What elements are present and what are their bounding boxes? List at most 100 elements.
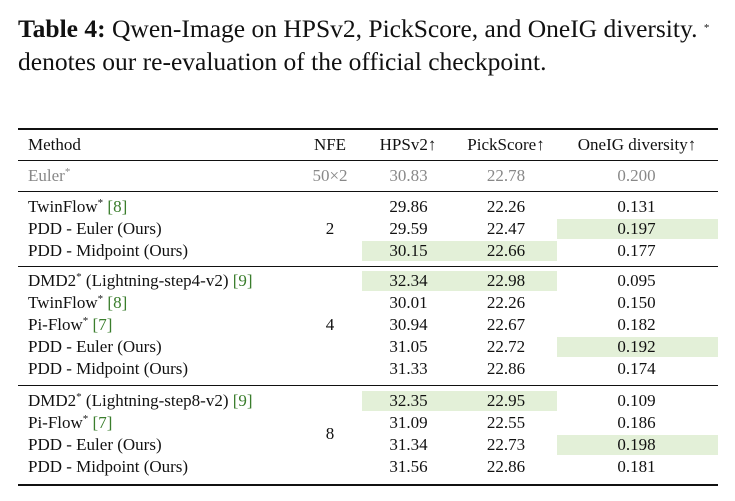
method-cell: DMD2* (Lightning-step8-v2) [9]	[28, 391, 253, 411]
method-suffix: (Lightning-step8-v2)	[85, 391, 229, 410]
highlight	[362, 391, 455, 411]
method-name: DMD2	[28, 391, 77, 410]
method-name: PDD - Euler (Ours)	[28, 219, 162, 238]
rule	[18, 160, 718, 161]
star: *	[97, 293, 104, 305]
hpsv2-cell: 31.56	[389, 457, 428, 476]
pickscore-cell: 22.98	[486, 271, 526, 290]
caption-label: Table 4:	[18, 14, 106, 43]
method-suffix: (Lightning-step4-v2)	[85, 271, 229, 290]
pickscore-cell: 22.67	[486, 315, 526, 334]
highlight	[362, 271, 455, 291]
column-header: NFE	[313, 135, 347, 154]
method-cell: Euler*	[28, 166, 70, 186]
method-cell: Pi-Flow* [7]	[28, 315, 112, 335]
method-name: PDD - Euler (Ours)	[28, 337, 162, 356]
highlight	[455, 241, 557, 261]
diversity-cell: 0.131	[617, 197, 656, 216]
citation: [8]	[107, 293, 128, 312]
diversity-cell: 0.198	[617, 435, 656, 454]
hpsv2-cell: 31.05	[389, 337, 428, 356]
method-name: PDD - Midpoint (Ours)	[28, 457, 189, 476]
diversity-cell: 0.182	[617, 315, 656, 334]
hpsv2-cell: 29.59	[389, 219, 428, 238]
method-name: PDD - Midpoint (Ours)	[28, 359, 189, 378]
diversity-cell: 0.095	[617, 271, 656, 290]
method-cell: TwinFlow* [8]	[28, 197, 127, 217]
nfe-cell: 50×2	[312, 166, 348, 185]
rule	[18, 266, 718, 267]
caption: Table 4: Qwen-Image on HPSv2, PickScore,…	[18, 12, 718, 78]
diversity-cell: 0.200	[617, 166, 656, 185]
diversity-cell: 0.186	[617, 413, 656, 432]
star: *	[82, 413, 89, 425]
pickscore-cell: 22.26	[486, 197, 526, 216]
pickscore-cell: 22.78	[486, 166, 526, 185]
star: *	[76, 271, 82, 283]
highlight	[557, 219, 718, 239]
method-cell: PDD - Euler (Ours)	[28, 435, 162, 455]
citation: [7]	[92, 413, 113, 432]
highlight	[455, 391, 557, 411]
star: *	[64, 166, 71, 178]
method-name: Euler	[28, 166, 65, 185]
diversity-cell: 0.177	[617, 241, 656, 260]
method-cell: PDD - Euler (Ours)	[28, 219, 162, 239]
method-name: Pi-Flow	[28, 413, 83, 432]
column-header: HPSv2↑	[379, 135, 437, 154]
hpsv2-cell: 29.86	[389, 197, 428, 216]
method-cell: PDD - Midpoint (Ours)	[28, 457, 188, 477]
diversity-cell: 0.192	[617, 337, 656, 356]
star: *	[82, 315, 89, 327]
caption-text: Qwen-Image on HPSv2, PickScore, and OneI…	[112, 14, 698, 43]
diversity-cell: 0.150	[617, 293, 656, 312]
diversity-cell: 0.174	[617, 359, 656, 378]
pickscore-cell: 22.26	[486, 293, 526, 312]
caption-text: denotes our re-evaluation of the officia…	[18, 47, 547, 76]
pickscore-cell: 22.73	[486, 435, 526, 454]
highlight	[557, 435, 718, 455]
column-header: Method	[28, 135, 81, 154]
highlight	[455, 271, 557, 291]
pickscore-cell: 22.86	[486, 457, 526, 476]
hpsv2-cell: 32.34	[389, 271, 428, 290]
citation: [8]	[107, 197, 128, 216]
star: *	[97, 197, 104, 209]
caption-mark: *	[703, 22, 710, 34]
pickscore-cell: 22.66	[486, 241, 526, 260]
method-name: TwinFlow	[28, 197, 98, 216]
hpsv2-cell: 31.09	[389, 413, 428, 432]
pickscore-cell: 22.55	[486, 413, 526, 432]
citation: [9]	[232, 271, 253, 290]
diversity-cell: 0.109	[617, 391, 656, 410]
hpsv2-cell: 32.35	[389, 391, 428, 410]
star: *	[76, 391, 82, 403]
hpsv2-cell: 30.94	[389, 315, 428, 334]
method-name: PDD - Midpoint (Ours)	[28, 241, 189, 260]
diversity-cell: 0.197	[617, 219, 656, 238]
hpsv2-cell: 30.15	[389, 241, 428, 260]
method-name: DMD2	[28, 271, 77, 290]
diversity-cell: 0.181	[617, 457, 656, 476]
hpsv2-cell: 31.33	[389, 359, 428, 378]
nfe-cell: 2	[325, 219, 335, 238]
pickscore-cell: 22.95	[486, 391, 526, 410]
nfe-cell: 4	[325, 315, 335, 334]
column-header: OneIG diversity↑	[577, 135, 697, 154]
hpsv2-cell: 30.83	[389, 166, 428, 185]
rule	[18, 191, 718, 192]
hpsv2-cell: 31.34	[389, 435, 428, 454]
rule	[18, 128, 718, 130]
rule	[18, 385, 718, 386]
method-name: PDD - Euler (Ours)	[28, 435, 162, 454]
method-cell: PDD - Euler (Ours)	[28, 337, 162, 357]
method-cell: TwinFlow* [8]	[28, 293, 127, 313]
highlight	[557, 337, 718, 357]
method-cell: PDD - Midpoint (Ours)	[28, 359, 188, 379]
column-header: PickScore↑	[467, 135, 545, 154]
rule	[18, 484, 718, 486]
pickscore-cell: 22.86	[486, 359, 526, 378]
method-name: Pi-Flow	[28, 315, 83, 334]
citation: [7]	[92, 315, 113, 334]
